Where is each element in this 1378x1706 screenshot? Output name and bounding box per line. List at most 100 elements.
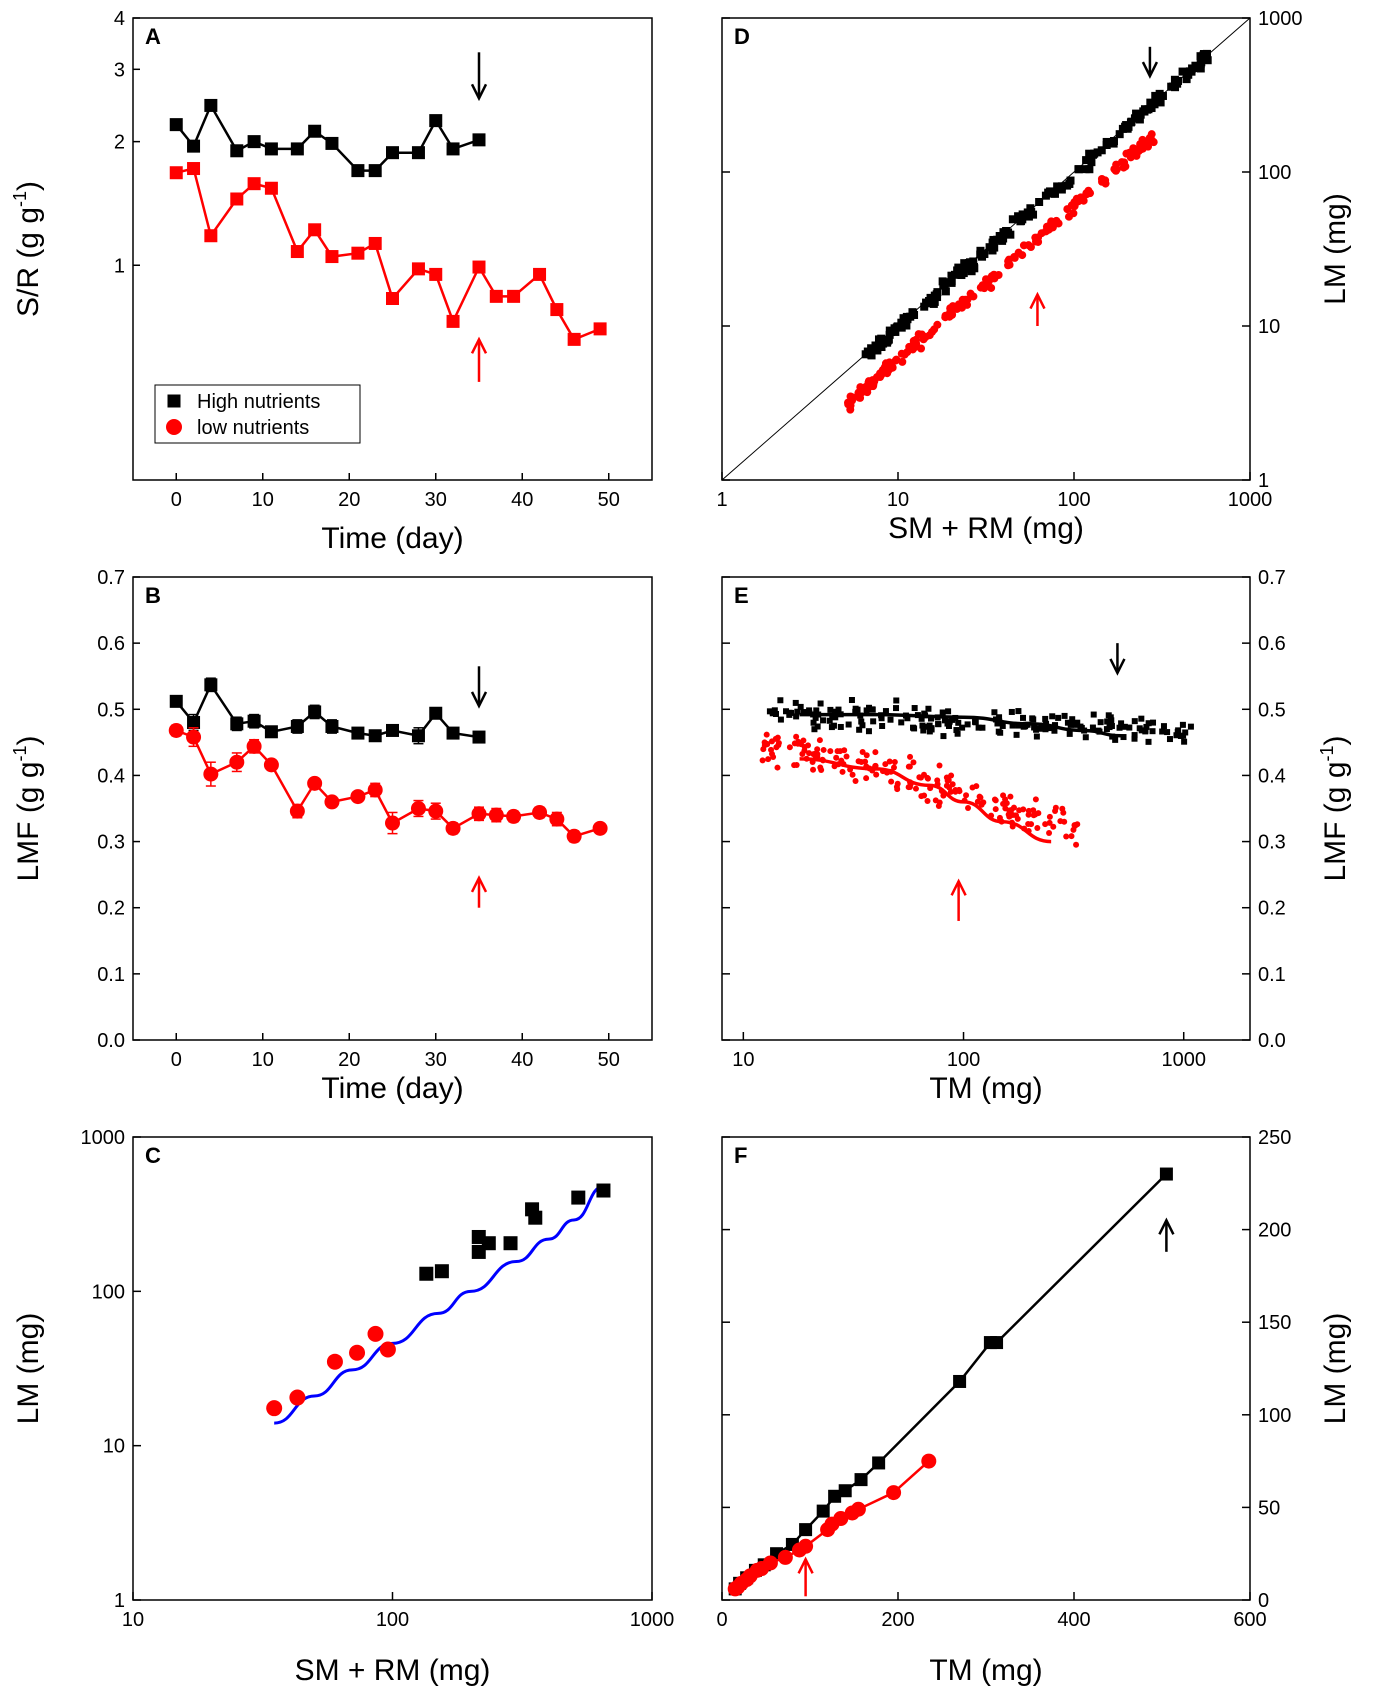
data-point (997, 729, 1004, 736)
panel-e: 10 100 1000 0.0 0.1 0.2 0.3 0.4 0.5 0.6 0.7 TM (mg)… (721, 567, 1352, 1105)
data-point (1112, 736, 1119, 743)
data-point (794, 708, 801, 715)
x-tick-label: 50 (598, 1049, 620, 1071)
data-point (247, 135, 261, 149)
data-point (1008, 215, 1017, 224)
data-point (953, 304, 962, 313)
data-point (917, 330, 926, 339)
data-point (169, 118, 183, 132)
data-point (936, 799, 943, 806)
data-point (1066, 730, 1073, 737)
data-point (999, 234, 1008, 243)
data-point (893, 705, 900, 712)
data-point (893, 697, 900, 704)
data-point (1108, 717, 1115, 724)
data-point (838, 1484, 852, 1498)
arrow-head (1029, 291, 1046, 310)
data-point (963, 264, 972, 273)
data-point (921, 1453, 937, 1469)
x-tick-label: 30 (425, 489, 447, 511)
data-point (999, 228, 1008, 237)
data-point (892, 355, 901, 364)
data-point (806, 707, 813, 714)
data-point (1089, 724, 1096, 731)
data-point (848, 697, 855, 704)
y-tick-label: 0.2 (1258, 898, 1286, 920)
data-point (940, 733, 947, 740)
data-point (918, 793, 925, 800)
data-point (888, 778, 895, 785)
data-point (1135, 115, 1144, 124)
data-point (1147, 130, 1156, 139)
data-point (814, 746, 821, 753)
data-point (833, 754, 840, 761)
data-point (1010, 804, 1017, 811)
x-tick-label: 10 (252, 1049, 274, 1071)
data-point (1053, 182, 1062, 191)
data-point (985, 243, 994, 252)
x-tick-label: 1000 (630, 1609, 675, 1631)
data-point (939, 709, 946, 716)
x-tick-label: 10 (122, 1609, 144, 1631)
data-point (973, 783, 980, 790)
data-point (446, 314, 460, 328)
arrow-head (1109, 658, 1126, 676)
data-point (264, 142, 278, 156)
x-tick-label: 200 (881, 1609, 914, 1631)
data-point (1064, 212, 1073, 221)
data-point (991, 709, 998, 716)
data-point (845, 721, 852, 728)
data-point (867, 344, 876, 353)
y-axis-label: S/R (g g-1) (10, 181, 45, 317)
data-point (960, 259, 969, 268)
data-point (769, 710, 776, 717)
data-point (367, 782, 383, 798)
fit-curve (274, 1184, 604, 1425)
data-point (187, 716, 201, 730)
data-point (774, 764, 781, 771)
data-point (953, 1374, 967, 1388)
data-point (1082, 734, 1089, 741)
data-point (872, 346, 881, 355)
data-point (924, 797, 931, 804)
data-point (910, 759, 917, 766)
data-point (1126, 724, 1133, 731)
data-point (1042, 715, 1049, 722)
data-point (1166, 736, 1173, 743)
x-tick-label: 600 (1233, 1609, 1266, 1631)
data-point (920, 727, 927, 734)
data-point (325, 719, 339, 733)
data-point (848, 393, 857, 402)
data-point (230, 144, 244, 158)
data-point (532, 804, 548, 820)
data-point (1111, 166, 1120, 175)
data-point (386, 723, 399, 737)
y-tick-label: 0.2 (97, 898, 125, 920)
y-tick-label: 10 (103, 1436, 125, 1458)
data-point (810, 766, 817, 773)
data-point (1155, 89, 1164, 98)
data-point (429, 267, 443, 281)
data-point (765, 756, 772, 763)
data-point (1115, 130, 1124, 139)
data-point (1090, 711, 1097, 718)
y-tick-label: 1 (114, 255, 125, 277)
y-tick-label: 0.4 (1258, 765, 1286, 787)
data-point (1068, 833, 1075, 840)
data-point (965, 805, 972, 812)
data-point (827, 748, 834, 755)
data-point (990, 243, 999, 252)
data-point (1055, 714, 1062, 721)
data-point (168, 722, 184, 738)
data-point (1149, 728, 1156, 735)
data-point (1196, 64, 1205, 73)
data-point (1073, 721, 1080, 728)
data-point (902, 321, 911, 330)
data-point (933, 293, 942, 302)
data-point (760, 746, 767, 753)
data-point (1173, 732, 1180, 739)
data-point (289, 1389, 306, 1406)
data-point (1138, 727, 1145, 734)
arrow-head (1158, 1217, 1175, 1235)
data-point (411, 146, 425, 160)
